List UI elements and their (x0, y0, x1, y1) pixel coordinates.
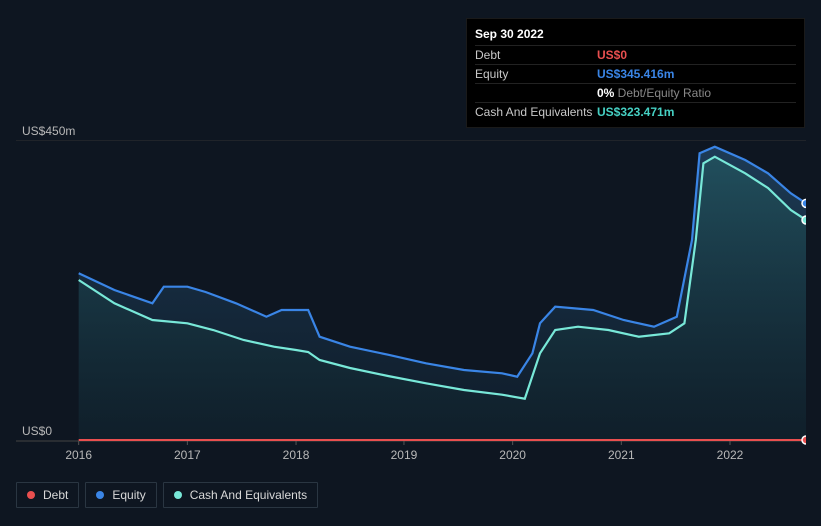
chart-container: Sep 30 2022 Debt US$0 Equity US$345.416m… (0, 0, 821, 526)
y-axis-label-max: US$450m (22, 124, 75, 138)
equity-end-marker (802, 199, 806, 207)
x-axis-year: 2022 (717, 448, 744, 462)
x-axis-year: 2017 (174, 448, 201, 462)
tooltip-cash-value: US$323.471m (597, 103, 796, 122)
x-axis-year: 2018 (283, 448, 310, 462)
legend-label: Debt (43, 488, 68, 502)
x-axis-ticks (79, 441, 730, 445)
tooltip-ratio-label (475, 84, 597, 103)
tooltip-equity-label: Equity (475, 65, 597, 84)
cash-legend-dot (174, 491, 182, 499)
tooltip-debt-label: Debt (475, 46, 597, 65)
legend-label: Cash And Equivalents (190, 488, 307, 502)
debt-end-marker (802, 436, 806, 444)
legend: Debt Equity Cash And Equivalents (16, 482, 318, 508)
cash-end-marker (802, 216, 806, 224)
tooltip-date: Sep 30 2022 (475, 25, 796, 45)
x-axis-year: 2020 (499, 448, 526, 462)
x-axis-year: 2021 (608, 448, 635, 462)
x-axis-year: 2019 (391, 448, 418, 462)
tooltip-ratio-value: 0% Debt/Equity Ratio (597, 84, 796, 103)
x-axis-labels: 2016 2017 2018 2019 2020 2021 2022 (16, 448, 806, 464)
legend-item-debt[interactable]: Debt (16, 482, 79, 508)
legend-item-cash[interactable]: Cash And Equivalents (163, 482, 318, 508)
tooltip-cash-label: Cash And Equivalents (475, 103, 597, 122)
legend-label: Equity (112, 488, 145, 502)
debt-legend-dot (27, 491, 35, 499)
tooltip-table: Debt US$0 Equity US$345.416m 0% Debt/Equ… (475, 45, 796, 121)
tooltip-equity-value: US$345.416m (597, 65, 796, 84)
tooltip-debt-value: US$0 (597, 46, 796, 65)
legend-item-equity[interactable]: Equity (85, 482, 156, 508)
data-tooltip: Sep 30 2022 Debt US$0 Equity US$345.416m… (466, 18, 805, 128)
x-axis-year: 2016 (65, 448, 92, 462)
area-chart[interactable] (16, 140, 806, 445)
equity-legend-dot (96, 491, 104, 499)
